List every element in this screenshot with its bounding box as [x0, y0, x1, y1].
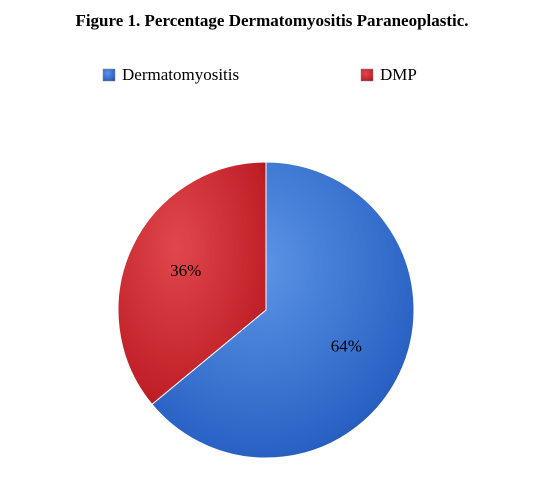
data-label: 36%: [170, 261, 201, 280]
legend-swatch: [102, 68, 116, 82]
chart-title: Figure 1. Percentage Dermatomyositis Par…: [75, 11, 468, 30]
data-label: 64%: [331, 337, 362, 356]
legend-label: Dermatomyositis: [122, 65, 239, 84]
pie-slice: [151, 161, 415, 459]
legend-label: DMP: [380, 65, 417, 84]
legend-swatch: [360, 68, 374, 82]
pie-slice: [117, 161, 267, 406]
